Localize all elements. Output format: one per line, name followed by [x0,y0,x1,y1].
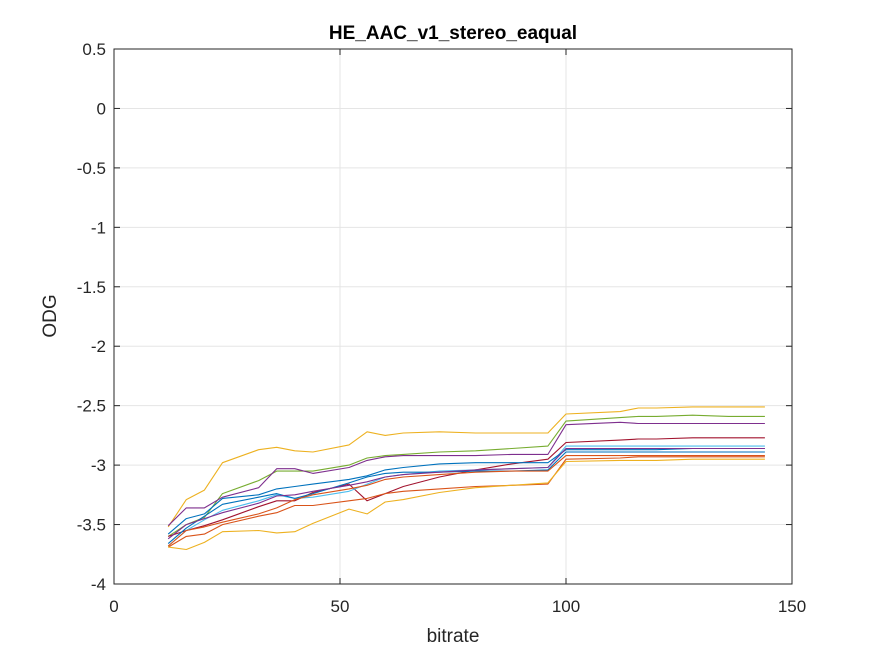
y-axis-label: ODG [40,294,61,337]
series-line-7 [167,456,765,548]
series-line-3 [167,421,765,527]
ticks [113,48,793,585]
y-tick-label: -3 [91,456,106,475]
y-tick-labels: 0.5 0 -0.5 -1 -1.5 -2 -2.5 -3 -3.5 -4 [77,40,106,594]
y-tick-label: -2.5 [77,397,106,416]
y-tick-label: -0.5 [77,159,106,178]
plot-area [114,49,792,584]
x-tick-label: 50 [331,597,350,616]
y-tick-label: -1 [91,218,106,237]
y-tick-label: -3.5 [77,516,106,535]
series-line-10 [167,455,765,547]
x-tick-label: 100 [552,597,580,616]
series-line-8 [168,458,765,551]
y-tick-label: -4 [91,575,106,594]
chart-title: HE_AAC_v1_stereo_eaqual [329,23,577,44]
series-line-4 [168,437,765,537]
x-tick-label: 150 [778,597,806,616]
series-line-6 [167,447,765,535]
series-line-2 [167,414,765,537]
x-tick-labels: 0 50 100 150 [109,597,806,616]
grid [114,49,792,584]
series-line-1 [167,406,765,528]
y-tick-label: 0 [97,99,106,118]
x-axis-label: bitrate [427,626,480,647]
y-tick-label: -2 [91,337,106,356]
y-tick-label: -1.5 [77,278,106,297]
y-tick-label: 0.5 [82,40,106,59]
series-line-11 [167,447,765,540]
axes-box [113,48,793,585]
x-tick-label: 0 [109,597,118,616]
series-line-9 [167,451,765,545]
series-lines [167,406,765,551]
